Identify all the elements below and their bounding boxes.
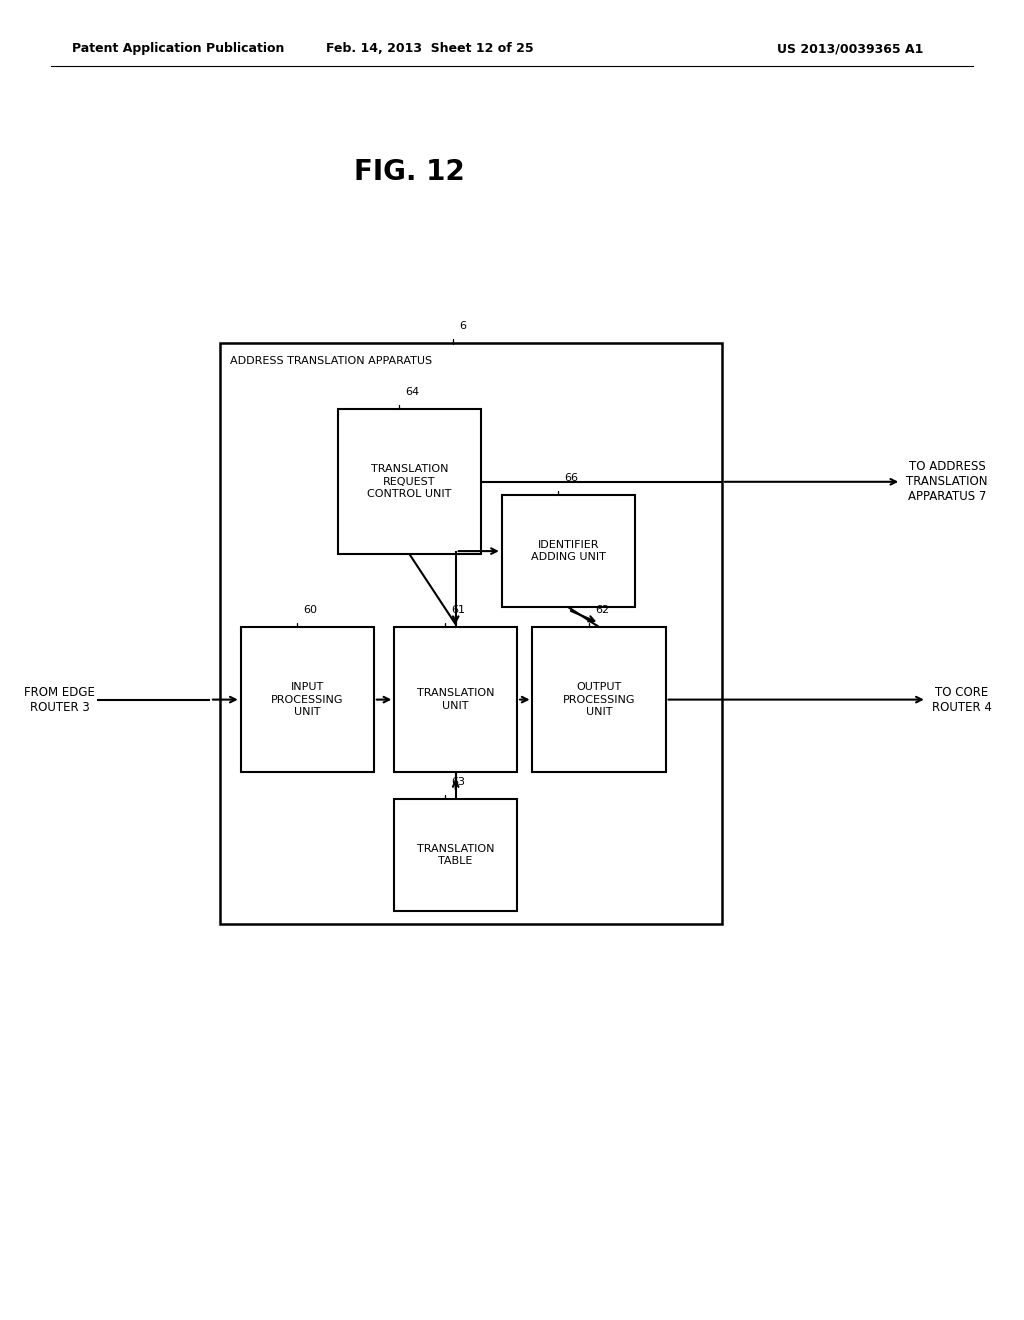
Text: INPUT
PROCESSING
UNIT: INPUT PROCESSING UNIT (271, 682, 343, 717)
Bar (338, 409, 481, 554)
Text: TO CORE
ROUTER 4: TO CORE ROUTER 4 (932, 685, 991, 714)
Text: TO ADDRESS
TRANSLATION
APPARATUS 7: TO ADDRESS TRANSLATION APPARATUS 7 (906, 461, 988, 503)
Text: ADDRESS TRANSLATION APPARATUS: ADDRESS TRANSLATION APPARATUS (230, 356, 432, 367)
Bar (241, 627, 374, 772)
Text: FROM EDGE
ROUTER 3: FROM EDGE ROUTER 3 (25, 685, 95, 714)
Text: FIG. 12: FIG. 12 (354, 157, 465, 186)
Text: IDENTIFIER
ADDING UNIT: IDENTIFIER ADDING UNIT (530, 540, 606, 562)
Text: TRANSLATION
REQUEST
CONTROL UNIT: TRANSLATION REQUEST CONTROL UNIT (368, 465, 452, 499)
Bar (394, 627, 517, 772)
Text: 6: 6 (459, 321, 466, 331)
Bar (532, 627, 666, 772)
Text: 63: 63 (452, 776, 466, 787)
Text: 62: 62 (595, 605, 609, 615)
Text: Feb. 14, 2013  Sheet 12 of 25: Feb. 14, 2013 Sheet 12 of 25 (327, 42, 534, 55)
Text: 64: 64 (406, 387, 420, 397)
Text: 60: 60 (303, 605, 317, 615)
Bar (220, 343, 722, 924)
Text: OUTPUT
PROCESSING
UNIT: OUTPUT PROCESSING UNIT (563, 682, 635, 717)
Bar (394, 799, 517, 911)
Bar (502, 495, 635, 607)
Text: Patent Application Publication: Patent Application Publication (72, 42, 284, 55)
Text: 61: 61 (452, 605, 466, 615)
Text: US 2013/0039365 A1: US 2013/0039365 A1 (777, 42, 923, 55)
Text: 66: 66 (564, 473, 579, 483)
Text: TRANSLATION
TABLE: TRANSLATION TABLE (417, 843, 495, 866)
Text: TRANSLATION
UNIT: TRANSLATION UNIT (417, 689, 495, 710)
